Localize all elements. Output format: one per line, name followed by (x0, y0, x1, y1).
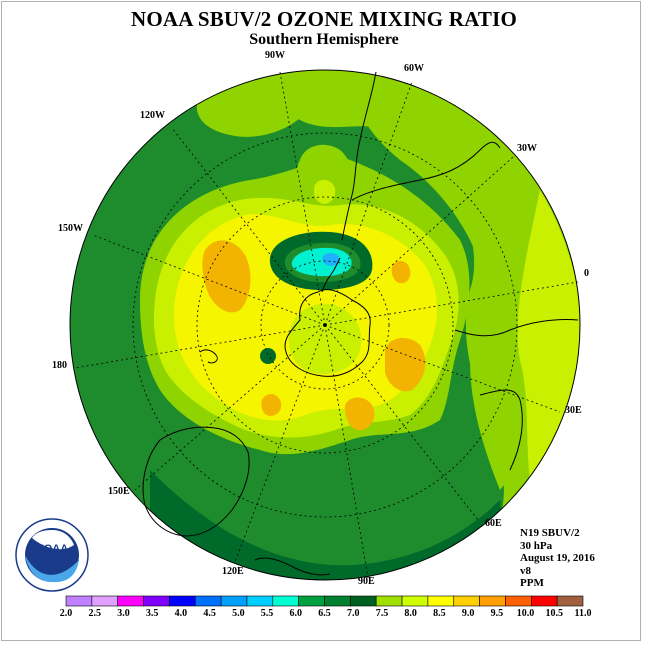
info-units: PPM (520, 577, 544, 589)
colorbar-tick-label: 8.5 (433, 608, 446, 619)
colorbar-swatch (350, 595, 377, 607)
colorbar-swatch (91, 595, 118, 607)
colorbar-swatch (530, 595, 558, 607)
colorbar-tick-label: 3.0 (117, 608, 130, 619)
colorbar-tick-label: 11.0 (574, 608, 592, 619)
field-lime-top-inner (314, 179, 336, 204)
info-satellite: N19 SBUV/2 (520, 527, 580, 539)
meridian-60w (324, 81, 413, 326)
colorbar-swatch (169, 595, 196, 607)
map-subtitle: Southern Hemisphere (249, 31, 399, 48)
lon-label-90e: 90E (358, 576, 375, 587)
info-block: N19 SBUV/2 30 hPa August 19, 2016 v8 PPM (520, 527, 595, 590)
colorbar-tick-label: 2.5 (88, 608, 101, 619)
colorbar-tick-label: 6.5 (318, 608, 331, 619)
colorbar-tick-label: 7.0 (346, 608, 360, 619)
colorbar-swatch (505, 595, 532, 607)
colorbar-tick-label: 10.5 (545, 608, 564, 619)
colorbar-swatch (453, 595, 480, 607)
colorbar-swatch (220, 595, 248, 607)
coastline-south-america (341, 71, 377, 241)
coastline-africa (454, 319, 579, 337)
latitude-ring-1 (260, 260, 390, 390)
coastline-africa-south (479, 389, 523, 471)
field-lime-topleft (196, 92, 300, 137)
meridian-30e (324, 324, 561, 413)
map-title: NOAA SBUV/2 OZONE MIXING RATIO (131, 7, 517, 31)
lon-label-90w: 90W (265, 50, 285, 61)
latitude-ring-3 (132, 132, 518, 518)
coastline-new-zealand (199, 349, 218, 364)
colorbar-swatch (375, 595, 403, 607)
lon-label-0: 0 (584, 268, 589, 279)
coastline-antarctic-peninsula (321, 257, 341, 293)
meridian-60e (324, 324, 479, 521)
lon-label-30e: 30E (565, 405, 582, 416)
field-lime-pole (288, 303, 362, 374)
colorbar-swatch (298, 595, 325, 607)
coastline-islands-south (254, 557, 331, 576)
meridian-120w (171, 127, 326, 326)
colorbar-tick-label: 4.5 (203, 608, 216, 619)
lon-label-30w: 30W (517, 143, 537, 154)
colorbar (65, 595, 584, 607)
field-lime-8-right (517, 190, 580, 480)
colorbar-tick-label: 5.5 (260, 608, 274, 619)
meridian-180 (74, 324, 326, 369)
colorbar-tick-label: 8.0 (404, 608, 417, 619)
field-orange-left (202, 240, 251, 313)
field-lime-top (295, 144, 351, 205)
coastline-antarctica (284, 289, 371, 377)
field-green-spot (260, 348, 276, 364)
meridian-120e (234, 324, 326, 563)
colorbar-swatch (479, 595, 506, 607)
meridian-150e (134, 324, 326, 491)
lon-label-60e: 60E (485, 518, 502, 529)
field-orange-bottom (261, 394, 282, 416)
colorbar-swatch (246, 595, 274, 607)
field-orange-top (391, 260, 411, 284)
noaa-logo: NOAA (15, 518, 89, 592)
south-pole-marker (323, 323, 327, 327)
info-version: v8 (520, 564, 531, 577)
colorbar-swatch (117, 595, 144, 607)
colorbar-tick-label: 5.0 (232, 608, 245, 619)
colorbar-tick-label: 4.0 (174, 608, 188, 619)
figure-frame (1, 1, 641, 641)
meridian-30w (324, 156, 514, 326)
latitude-ring-2 (196, 196, 454, 454)
field-blue-5-5 (322, 253, 340, 266)
coastline-south-america-east (351, 141, 501, 201)
noaa-logo-text: NOAA (36, 543, 68, 555)
colorbar-tick-label: 9.0 (461, 608, 475, 619)
lon-label-180: 180 (52, 360, 67, 371)
colorbar-swatch (143, 595, 170, 607)
colorbar-tick-label: 9.5 (490, 608, 504, 619)
lon-label-60w: 60W (404, 63, 424, 74)
lon-label-120w: 120W (140, 110, 165, 121)
lon-label-150w: 150W (58, 223, 83, 234)
graticule (74, 71, 579, 579)
field-orange-lower (344, 397, 375, 431)
colorbar-swatch (556, 595, 584, 607)
lon-label-150e: 150E (108, 486, 130, 497)
colorbar-tick-label: 10.0 (516, 608, 535, 619)
colorbar-tick-label: 3.5 (145, 608, 159, 619)
lon-label-120e: 120E (222, 566, 244, 577)
colorbar-swatch (272, 595, 299, 607)
colorbar-tick-label: 7.5 (375, 608, 389, 619)
colorbar-swatch (194, 595, 222, 607)
colorbar-tick-label: 6.0 (289, 608, 303, 619)
colorbar-tick-label: 2.0 (59, 608, 73, 619)
colorbar-swatch (324, 595, 351, 607)
map-boundary (69, 69, 581, 581)
meridian-150w (92, 234, 326, 326)
colorbar-swatch (427, 595, 455, 607)
info-date: August 19, 2016 (520, 552, 595, 564)
colorbar-swatch (65, 595, 93, 607)
colorbar-swatch (401, 595, 429, 607)
field-orange-right (385, 338, 426, 392)
info-pressure: 30 hPa (520, 539, 553, 552)
